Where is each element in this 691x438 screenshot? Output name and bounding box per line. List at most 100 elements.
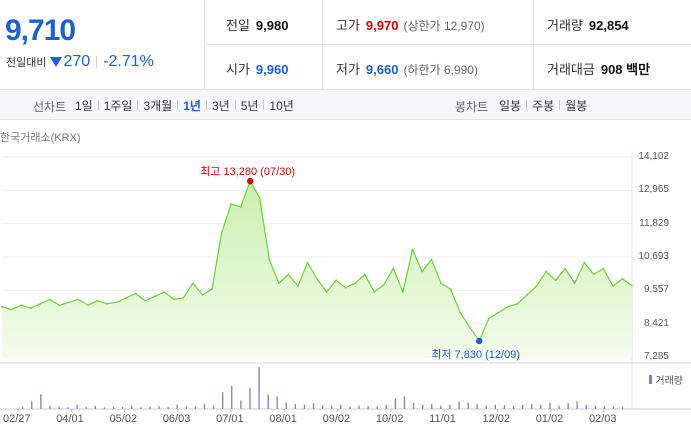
volume-bar [349,406,351,409]
price-point [297,285,299,288]
trade-value-label: 거래대금 [547,62,595,77]
price-point [201,294,204,296]
volume-bar [58,406,60,409]
volume-bar [540,404,542,409]
price-point [287,273,290,276]
price-point [258,197,261,200]
volume-bar [431,404,433,409]
volume-bar [322,405,324,409]
chart-period-bar: 선차트 1일 1주일 3개월 1년 3년 5년 10년 봉차트 일봉 주봉 월봉 [0,90,691,120]
price-point [172,298,175,301]
price-point [96,299,99,302]
price-point [134,292,137,295]
price-point [306,261,309,264]
volume-bar [612,406,615,409]
volume-bar [385,404,387,409]
divider [206,44,691,45]
volume-bar [176,404,178,409]
candle-period-tab[interactable]: 월봉 [565,98,588,113]
y-tick-label: 8,421 [643,317,669,329]
line-period-tab[interactable]: 3년 [211,98,230,113]
candle-period-tab[interactable]: 주봉 [532,98,555,113]
price-point [516,302,519,305]
volume-bar [403,396,406,409]
volume-bar [367,406,369,409]
open-value: 9,960 [255,62,289,77]
price-point [344,286,347,289]
price-point [58,304,61,307]
divider [322,0,323,89]
tab-divider [137,100,139,110]
volume-bar [394,398,396,409]
price-point [459,311,462,314]
price-point [421,270,423,273]
line-period-tab[interactable]: 10년 [269,98,294,113]
volume-bar [85,406,87,409]
line-period-tab[interactable]: 3개월 [143,98,173,113]
volume-bar [76,404,78,409]
upper-limit-value: 12,970 [443,19,481,33]
volume-bar [49,405,51,409]
tab-divider [526,100,528,110]
price-point [554,279,557,282]
price-point [430,258,433,261]
price-point [220,232,223,235]
market-label: 한국거래소(KRX) [0,132,81,144]
line-period-tab[interactable]: 1주일 [103,98,133,113]
line-period-tab[interactable]: 1년 [183,98,201,113]
candle-period-tab[interactable]: 일봉 [499,98,522,113]
line-period-tab[interactable]: 5년 [240,98,259,113]
price-point [535,285,538,288]
price-point [402,291,404,293]
volume-bar [594,405,596,409]
open-price: 시가 9,960 [226,59,288,78]
price-point [573,282,576,285]
price-point [277,282,280,285]
volume-bar [112,406,115,409]
price-chart: 한국거래소(KRX) 14,102 12,965 11,829 10,693 9,557… [0,121,691,438]
volume-bar [103,407,106,409]
line-period-tab[interactable]: 1일 [75,98,93,113]
price-point [602,267,605,270]
price-point [621,277,624,280]
price-point [354,282,357,285]
prev-close-value: 9,980 [255,18,289,33]
volume-bar [140,407,142,409]
price-point [144,299,147,302]
price-point [125,296,127,299]
prev-close-label: 전일 [226,18,250,33]
volume-bar [31,401,33,409]
y-tick-label: 7,285 [643,351,669,362]
lower-limit: (하한가 6,990) [403,63,478,77]
volume-bar [494,404,496,409]
price-point [316,277,318,280]
price-point [67,301,70,304]
price-point [239,206,242,208]
volume-bar [22,406,24,409]
price-point [115,301,118,304]
price-point [363,273,366,276]
high-label: 고가 [336,18,360,33]
high-marker [246,177,254,185]
price-point [39,302,42,305]
y-tick-label: 12,965 [638,184,669,196]
tab-divider [559,100,561,110]
price-point [440,282,442,285]
price-point [153,295,156,298]
volume-bar [240,400,242,409]
tab-divider [97,100,99,110]
volume-bar [358,405,360,409]
volume-bar [549,402,551,409]
high-price: 고가 9,970 (상한가 12,970) [336,15,485,34]
x-tick-label: 10/02 [375,413,404,425]
change-rate: -2.71% [103,53,154,70]
candle-chart-label: 봉차트 [455,100,489,114]
price-point [545,270,547,273]
price-point [20,304,22,307]
trade-value-value: 908 백만 [600,62,651,77]
volume-bar [303,404,306,409]
volume-bar [267,394,269,409]
price-point [211,288,213,290]
price-point [230,203,232,205]
price-point [192,282,194,285]
